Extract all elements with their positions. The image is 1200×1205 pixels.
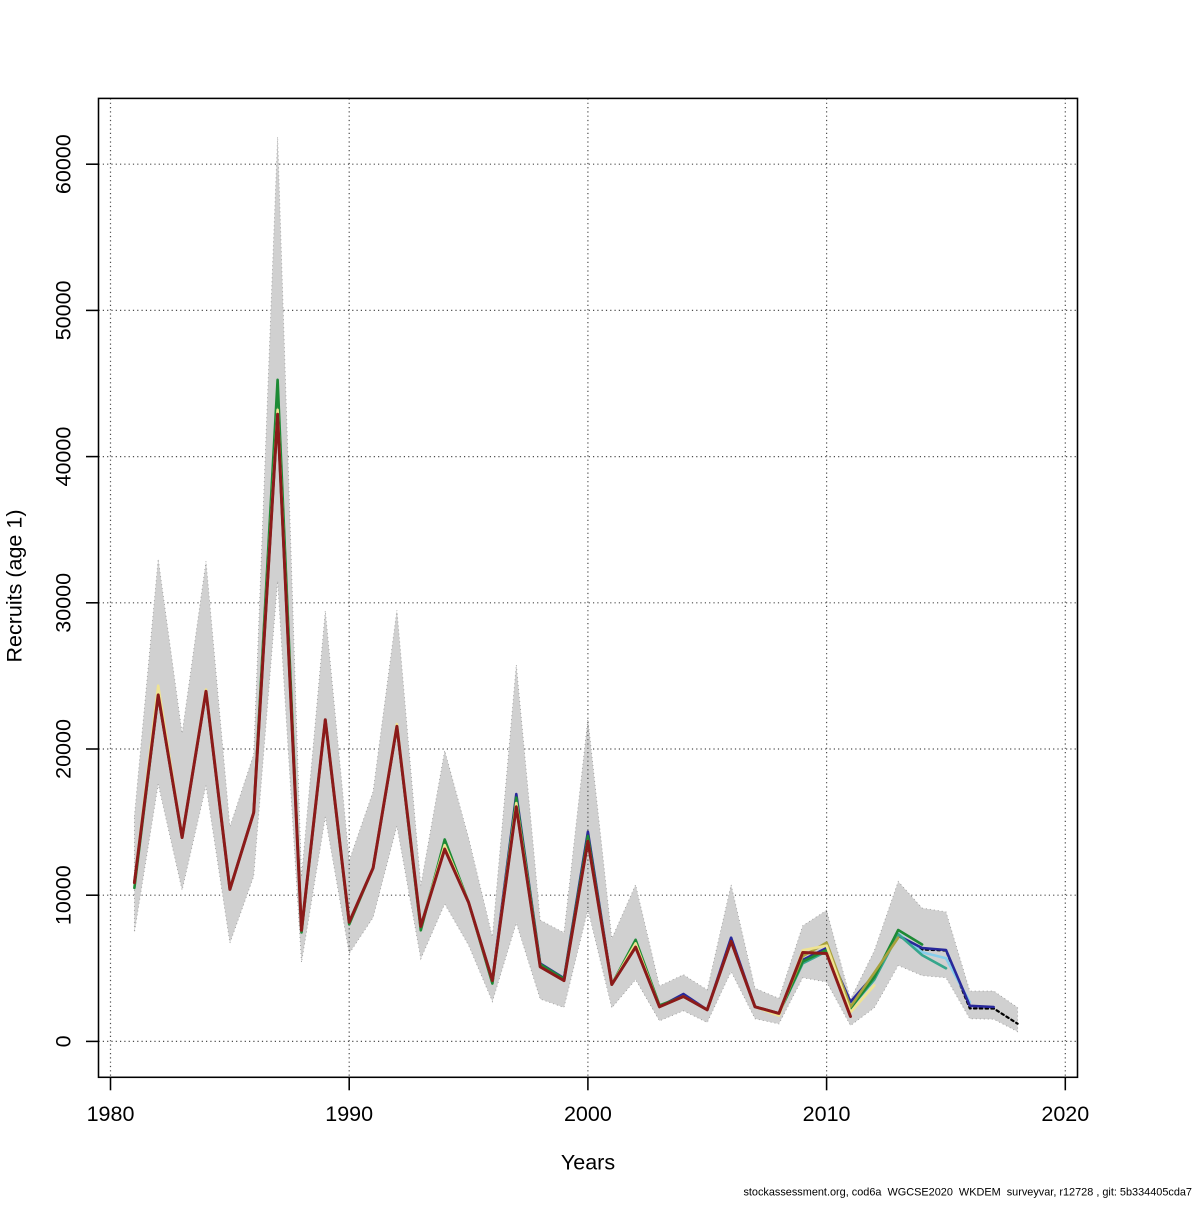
svg-text:2010: 2010 [803, 1102, 851, 1126]
svg-text:40000: 40000 [52, 427, 76, 487]
svg-text:50000: 50000 [52, 280, 76, 340]
svg-text:60000: 60000 [52, 134, 76, 194]
svg-text:20000: 20000 [52, 719, 76, 779]
svg-text:2000: 2000 [564, 1102, 612, 1126]
svg-text:30000: 30000 [52, 573, 76, 633]
svg-text:1980: 1980 [87, 1102, 135, 1126]
svg-text:2020: 2020 [1041, 1102, 1089, 1126]
svg-text:stockassessment.org, cod6a WG: stockassessment.org, cod6a WGCSE2020 WKD… [743, 1187, 1192, 1199]
svg-text:Years: Years [561, 1151, 615, 1175]
svg-text:Recruits (age 1): Recruits (age 1) [3, 510, 27, 663]
svg-text:0: 0 [52, 1035, 76, 1047]
svg-text:10000: 10000 [52, 865, 76, 925]
svg-text:1990: 1990 [325, 1102, 373, 1126]
